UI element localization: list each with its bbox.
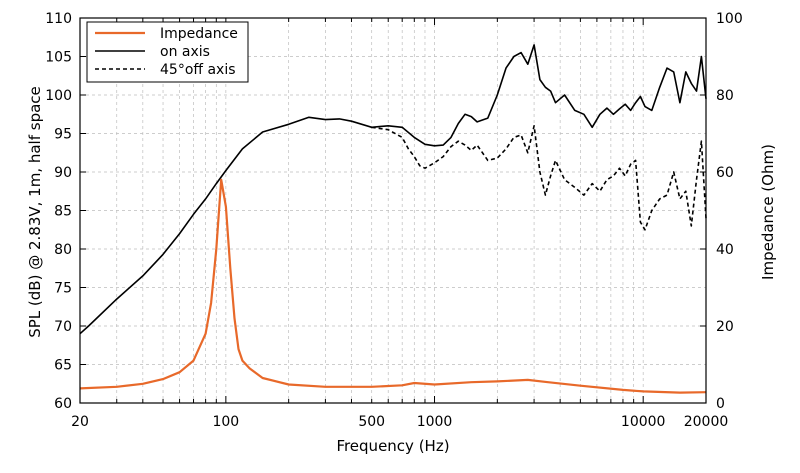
y-tick-label: 90 xyxy=(54,165,72,181)
y2-tick-label: 80 xyxy=(716,88,734,104)
legend-label-on-axis: on axis xyxy=(160,44,210,60)
y2-tick-label: 60 xyxy=(716,165,734,181)
legend-label-impedance: Impedance xyxy=(160,26,238,42)
y2-tick-label: 0 xyxy=(716,396,725,412)
y-tick-label: 80 xyxy=(54,242,72,258)
y2-tick-label: 40 xyxy=(716,242,734,258)
series-line-on-axis xyxy=(79,44,707,335)
y-tick-label: 70 xyxy=(54,319,72,335)
x-tick-label: 500 xyxy=(358,414,385,430)
series-line-45-off-axis xyxy=(371,125,707,231)
legend: Impedance on axis 45°off axis xyxy=(86,21,249,83)
x-tick-label: 20000 xyxy=(684,414,729,430)
y2-axis-title: Impedance (Ohm) xyxy=(759,144,777,280)
y-tick-label: 110 xyxy=(45,11,72,27)
x-axis-title: Frequency (Hz) xyxy=(336,437,449,455)
y-tick-label: 95 xyxy=(54,127,72,143)
y-tick-label: 85 xyxy=(54,204,72,220)
y-tick-label: 60 xyxy=(54,396,72,412)
series-line-impedance xyxy=(79,178,707,394)
y-tick-label: 105 xyxy=(45,50,72,66)
y-tick-label: 100 xyxy=(45,88,72,104)
axis-ticks: 20 100 500 1000 10000 20000606570758085909510… xyxy=(45,11,742,430)
x-tick-label: 1000 xyxy=(417,414,453,430)
x-tick-label: 20 xyxy=(71,414,89,430)
x-tick-label: 10000 xyxy=(621,414,666,430)
y2-tick-label: 100 xyxy=(716,11,743,27)
x-tick-label: 100 xyxy=(212,414,239,430)
y-axis-title: SPL (dB) @ 2.83V, 1m, half space xyxy=(26,86,44,338)
y2-tick-label: 20 xyxy=(716,319,734,335)
y-tick-label: 65 xyxy=(54,358,72,374)
legend-label-off-axis: 45°off axis xyxy=(160,62,236,78)
series-layer xyxy=(79,44,707,394)
y-tick-label: 75 xyxy=(54,281,72,297)
